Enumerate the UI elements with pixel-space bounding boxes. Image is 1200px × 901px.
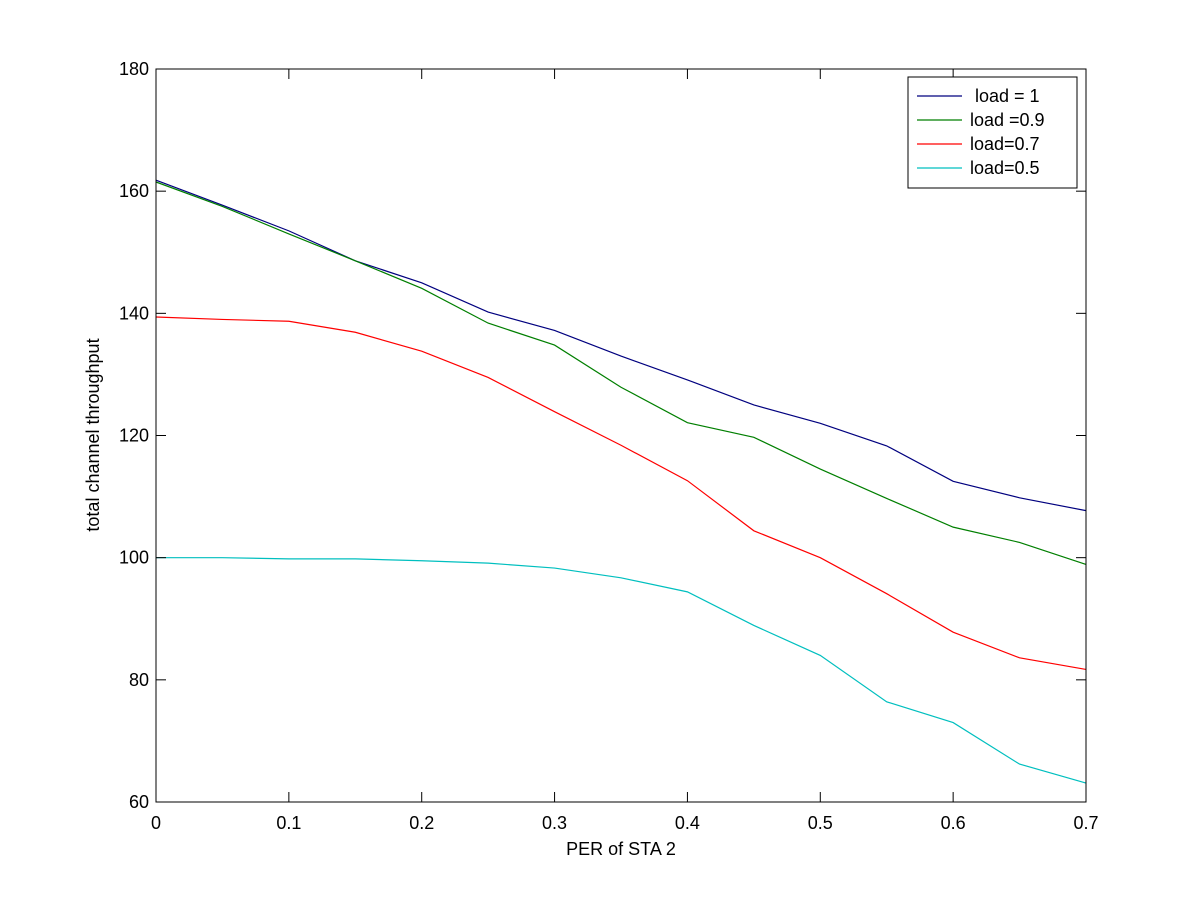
y-tick-label: 80 [129, 670, 149, 690]
series-layer [155, 179, 1087, 784]
legend-label-3: load=0.7 [970, 134, 1040, 154]
legend-label-2: load =0.9 [970, 110, 1045, 130]
series-line-2 [155, 181, 1087, 565]
x-tick-label: 0.1 [276, 813, 301, 833]
x-tick-label: 0 [151, 813, 161, 833]
y-tick-label: 140 [119, 303, 149, 323]
series-line-3 [155, 316, 1087, 671]
plot-area [156, 69, 1086, 802]
x-tick-label: 0.7 [1073, 813, 1098, 833]
x-tick-label: 0.5 [808, 813, 833, 833]
y-tick-label: 120 [119, 426, 149, 446]
legend: load = 1 load =0.9 load=0.7 load=0.5 [907, 76, 1078, 189]
y-tick-label: 180 [119, 59, 149, 79]
y-tick-label: 100 [119, 548, 149, 568]
series-line-4 [156, 557, 1087, 784]
x-tick-label: 0.3 [542, 813, 567, 833]
legend-label-1: load = 1 [970, 86, 1040, 106]
x-axis-label: PER of STA 2 [566, 839, 676, 859]
plot-frame [155, 68, 1087, 803]
tick-layer: 0 0.1 0.2 0.3 0.4 0.5 0.6 0.7 60 80 100 120 140 160 18… [119, 59, 1099, 833]
x-tick-label: 0.4 [675, 813, 700, 833]
y-axis-label: total channel throughput [83, 338, 103, 531]
x-tick-label: 0.6 [941, 813, 966, 833]
series-line-1 [155, 179, 1087, 512]
y-tick-label: 160 [119, 181, 149, 201]
x-tick-label: 0.2 [409, 813, 434, 833]
y-tick-label: 60 [129, 792, 149, 812]
legend-label-4: load=0.5 [970, 158, 1040, 178]
